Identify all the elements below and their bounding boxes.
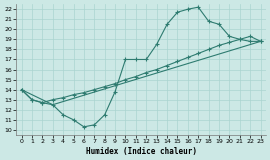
X-axis label: Humidex (Indice chaleur): Humidex (Indice chaleur) xyxy=(86,147,197,156)
